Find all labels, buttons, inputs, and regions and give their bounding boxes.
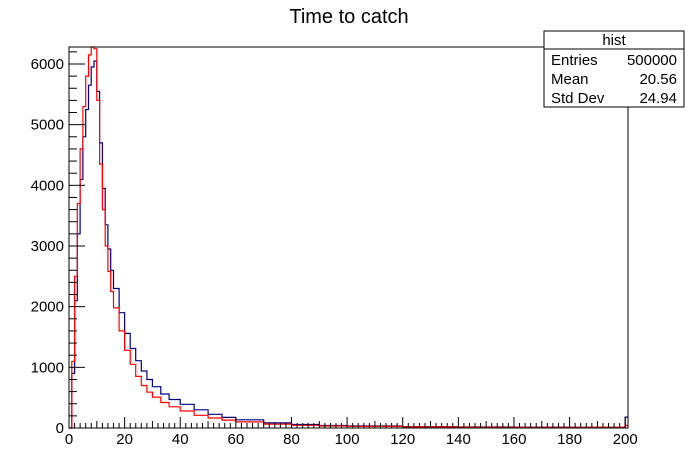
- stats-box-name: hist: [602, 32, 626, 49]
- y-tick-label: 1000: [31, 359, 64, 376]
- x-tick-label: 140: [446, 431, 471, 448]
- stats-mean-value: 20.56: [639, 71, 677, 88]
- chart-title: Time to catch: [289, 6, 408, 28]
- y-tick-label: 3000: [31, 238, 64, 255]
- series-layer: [69, 46, 628, 429]
- y-tick-label: 2000: [31, 299, 64, 316]
- stats-entries-label: Entries: [551, 52, 598, 69]
- y-tick-label: 4000: [31, 177, 64, 194]
- stats-box-frame: [543, 30, 685, 108]
- x-axis: 0 20 40 60 80 100 120 140 160 180 200: [65, 417, 638, 448]
- x-tick-label: 160: [501, 431, 526, 448]
- y-tick-label: 6000: [31, 56, 64, 73]
- plot-frame: [68, 46, 629, 429]
- stats-stddev-label: Std Dev: [551, 90, 605, 107]
- y-tick-label: 0: [56, 420, 64, 437]
- stats-box: hist Entries 500000 Mean 20.56 Std Dev 2…: [543, 30, 685, 108]
- x-tick-label: 120: [390, 431, 415, 448]
- x-tick-label: 60: [228, 431, 245, 448]
- x-tick-label: 80: [283, 431, 300, 448]
- series-line-1: [69, 46, 628, 429]
- x-tick-label: 0: [65, 431, 73, 448]
- x-tick-label: 180: [557, 431, 582, 448]
- y-axis: 0 1000 2000 3000 4000 5000 6000: [31, 51, 85, 437]
- y-tick-label: 5000: [31, 117, 64, 134]
- stats-stddev-value: 24.94: [639, 90, 677, 107]
- stats-entries-value: 500000: [627, 52, 677, 69]
- x-tick-label: 20: [116, 431, 133, 448]
- x-tick-label: 200: [613, 431, 638, 448]
- x-tick-label: 40: [172, 431, 189, 448]
- stats-mean-label: Mean: [551, 71, 589, 88]
- series-line-0: [69, 60, 628, 429]
- x-tick-label: 100: [335, 431, 360, 448]
